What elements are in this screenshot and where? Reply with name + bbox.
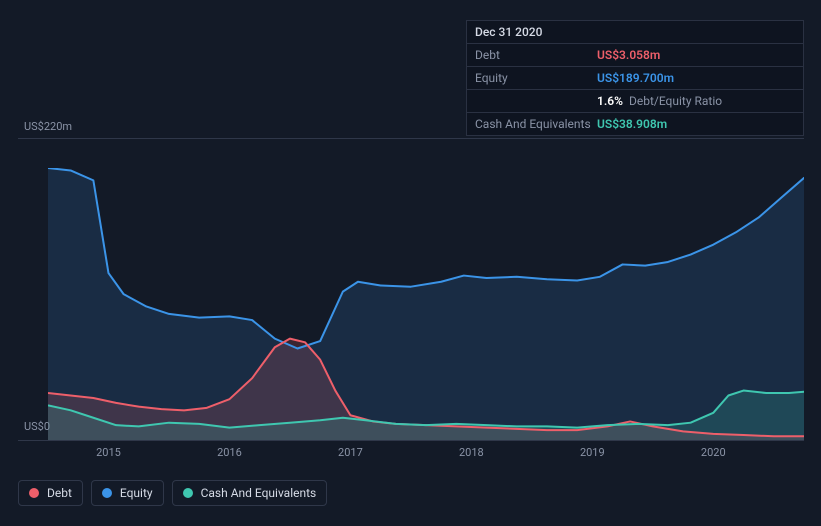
y-axis-label-max: US$220m — [24, 120, 72, 133]
chart-plot[interactable] — [48, 168, 804, 440]
y-axis-label-zero: US$0 — [24, 420, 50, 433]
tooltip-value: 1.6% — [597, 94, 623, 108]
legend-item[interactable]: Equity — [91, 480, 164, 506]
tooltip-date: Dec 31 2020 — [475, 25, 542, 39]
legend-label: Debt — [47, 486, 72, 500]
tooltip-suffix: Debt/Equity Ratio — [629, 94, 722, 108]
tooltip-row: 1.6% Debt/Equity Ratio — [467, 90, 803, 113]
y-gridline-top — [18, 138, 804, 139]
tooltip-value: US$189.700m — [597, 71, 674, 85]
tooltip-row: DebtUS$3.058m — [467, 44, 803, 67]
chart-area: US$220m US$0 2015 2016 2017 2018 2019 2020 — [18, 120, 804, 470]
x-axis-label: 2018 — [459, 446, 484, 459]
tooltip-row: EquityUS$189.700m — [467, 67, 803, 90]
tooltip-label — [475, 94, 597, 108]
x-axis-label: 2016 — [217, 446, 242, 459]
series-area — [48, 168, 804, 440]
x-axis-label: 2020 — [701, 446, 726, 459]
tooltip-label: Debt — [475, 48, 597, 62]
tooltip-panel: Dec 31 2020 DebtUS$3.058mEquityUS$189.70… — [466, 20, 804, 136]
y-gridline-bottom — [18, 440, 804, 441]
legend: Debt Equity Cash And Equivalents — [18, 480, 327, 506]
legend-label: Equity — [120, 486, 153, 500]
legend-item[interactable]: Cash And Equivalents — [172, 480, 328, 506]
legend-swatch-icon — [183, 488, 193, 498]
tooltip-label: Equity — [475, 71, 597, 85]
legend-swatch-icon — [102, 488, 112, 498]
tooltip-value: US$3.058m — [597, 48, 660, 62]
tooltip-date-row: Dec 31 2020 — [467, 21, 803, 44]
legend-swatch-icon — [29, 488, 39, 498]
legend-label: Cash And Equivalents — [201, 486, 317, 500]
legend-item[interactable]: Debt — [18, 480, 83, 506]
x-axis-label: 2015 — [96, 446, 121, 459]
x-axis-label: 2019 — [580, 446, 605, 459]
x-axis-label: 2017 — [338, 446, 363, 459]
